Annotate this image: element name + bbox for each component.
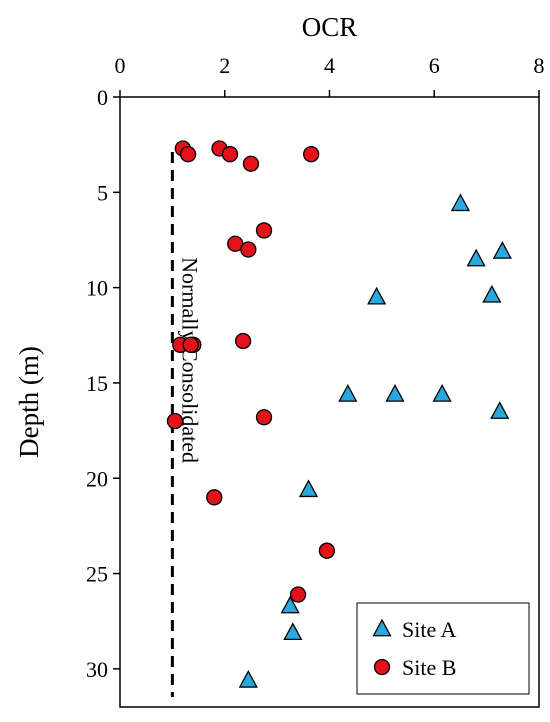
site-b-point bbox=[303, 146, 320, 163]
site-b-point bbox=[255, 409, 273, 426]
legend: Site A Site B bbox=[356, 602, 530, 695]
site-a-point bbox=[482, 284, 502, 303]
site-b-point bbox=[255, 222, 273, 239]
legend-box bbox=[356, 602, 530, 695]
site-a-point bbox=[238, 669, 258, 688]
site-a-point bbox=[367, 286, 387, 305]
site-a-point bbox=[432, 384, 452, 402]
x-tick-label: 2 bbox=[219, 53, 230, 78]
site-b-point bbox=[242, 155, 260, 172]
y-tick-label: 15 bbox=[86, 371, 108, 396]
site-a-point bbox=[298, 479, 319, 498]
site-b-point bbox=[179, 146, 197, 163]
x-tick-label: 6 bbox=[429, 53, 440, 78]
y-tick-label: 20 bbox=[86, 466, 108, 491]
site-a-legend-marker bbox=[372, 618, 392, 637]
site-b-point bbox=[166, 412, 184, 430]
x-axis: 0 2 4 6 8 bbox=[115, 53, 545, 97]
site-b-point bbox=[182, 336, 199, 353]
site-b-point bbox=[206, 489, 223, 506]
y-tick-label: 25 bbox=[86, 562, 108, 587]
x-tick-label: 8 bbox=[534, 53, 545, 78]
y-tick-label: 0 bbox=[97, 85, 108, 110]
site-a-point bbox=[338, 384, 358, 402]
x-tick-label: 0 bbox=[115, 53, 126, 78]
y-tick-label: 5 bbox=[97, 180, 108, 205]
normally-consolidated-label: Normally Consolidated bbox=[177, 257, 202, 463]
site-a-point bbox=[385, 384, 405, 402]
site-a-point bbox=[283, 622, 303, 641]
site-b-legend-label: Site B bbox=[402, 655, 456, 680]
site-a-point bbox=[492, 241, 512, 259]
data-points bbox=[166, 140, 512, 688]
site-b-point bbox=[234, 332, 252, 350]
y-tick-label: 30 bbox=[86, 657, 108, 682]
x-tick-label: 4 bbox=[324, 53, 335, 78]
site-a-legend-label: Site A bbox=[402, 617, 457, 642]
site-b-point bbox=[240, 241, 257, 258]
site-a-point bbox=[450, 193, 471, 212]
y-axis-title: Depth (m) bbox=[14, 346, 44, 458]
y-tick-label: 10 bbox=[86, 276, 108, 301]
x-axis-title: OCR bbox=[302, 12, 358, 42]
site-b-point bbox=[289, 586, 307, 603]
site-a-point bbox=[466, 248, 486, 267]
site-b-point bbox=[221, 146, 239, 163]
site-b-point bbox=[318, 542, 336, 559]
site-a-point bbox=[490, 401, 510, 419]
site-b-legend-marker bbox=[373, 658, 391, 676]
site-a-point bbox=[280, 595, 300, 614]
y-axis: 0 5 10 15 20 25 30 bbox=[86, 85, 120, 682]
